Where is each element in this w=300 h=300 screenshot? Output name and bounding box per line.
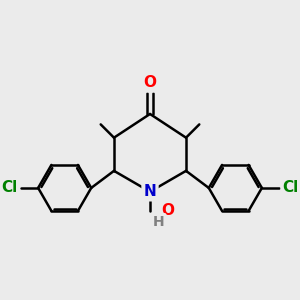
Text: H: H [153, 215, 164, 229]
Text: Cl: Cl [1, 180, 17, 195]
Text: O: O [143, 75, 157, 90]
Text: Cl: Cl [283, 180, 299, 195]
Text: N: N [144, 184, 156, 199]
Text: O: O [161, 203, 174, 218]
